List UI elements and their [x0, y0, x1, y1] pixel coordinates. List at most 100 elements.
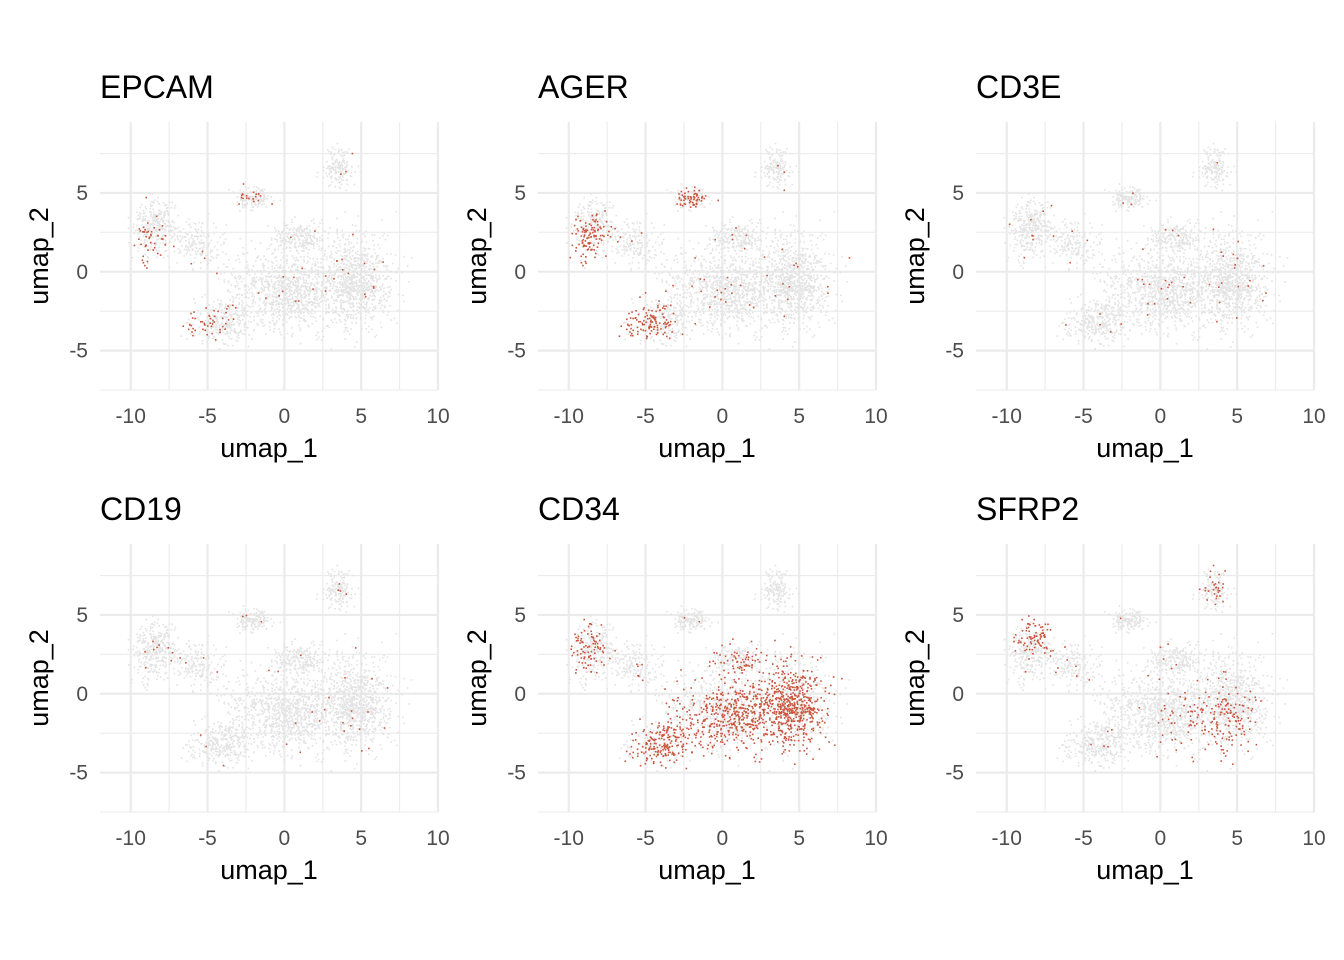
point-low	[796, 302, 799, 305]
point-low	[228, 335, 230, 338]
point-low	[268, 285, 270, 288]
point-low	[236, 340, 239, 342]
point-low	[270, 274, 273, 277]
point-low	[318, 302, 320, 305]
point-low	[142, 217, 144, 220]
point-low	[323, 267, 325, 270]
point-low	[620, 228, 623, 230]
point-low	[786, 249, 789, 251]
point-low	[240, 193, 242, 195]
point-expressing	[242, 197, 244, 200]
point-low	[746, 232, 748, 234]
point-low	[252, 298, 255, 301]
point-low	[268, 295, 270, 298]
point-low	[346, 171, 348, 174]
point-expressing	[225, 322, 227, 325]
point-low	[221, 329, 224, 332]
point-expressing	[139, 230, 142, 232]
point-low	[241, 309, 243, 311]
point-low	[209, 309, 212, 311]
point-low	[339, 187, 342, 190]
point-low	[269, 329, 271, 331]
point-low	[220, 322, 223, 324]
point-low	[147, 245, 150, 247]
point-expressing	[148, 237, 150, 240]
point-low	[592, 213, 595, 216]
point-low	[290, 290, 293, 292]
point-low	[294, 284, 297, 286]
point-low	[259, 308, 262, 311]
point-low	[259, 202, 262, 204]
point-low	[341, 307, 343, 310]
point-low	[248, 289, 250, 291]
point-low	[266, 248, 268, 250]
point-low	[305, 279, 308, 281]
point-low	[319, 271, 321, 273]
point-low	[608, 225, 610, 228]
point-low	[272, 283, 275, 286]
point-low	[651, 335, 653, 338]
point-low	[354, 295, 357, 298]
point-low	[298, 238, 301, 241]
point-low	[600, 238, 603, 240]
point-low	[380, 326, 383, 328]
point-low	[181, 245, 183, 247]
point-low	[227, 290, 229, 292]
point-low	[275, 260, 278, 263]
point-low	[305, 300, 307, 303]
point-low	[710, 301, 712, 303]
point-low	[796, 286, 798, 288]
point-low	[670, 301, 673, 303]
point-low	[263, 300, 265, 303]
point-low	[355, 267, 358, 269]
point-low	[374, 286, 377, 289]
point-low	[684, 314, 687, 317]
point-low	[624, 250, 627, 253]
point-low	[281, 241, 283, 244]
point-low	[161, 236, 164, 239]
point-low	[290, 242, 292, 244]
point-low	[328, 185, 330, 188]
point-low	[210, 317, 213, 320]
point-low	[310, 271, 313, 273]
point-low	[367, 258, 369, 260]
point-low	[777, 170, 779, 173]
point-low	[594, 224, 596, 226]
point-low	[382, 294, 385, 296]
point-low	[646, 321, 648, 323]
point-low	[805, 281, 808, 283]
point-low	[722, 276, 725, 278]
point-low	[207, 329, 209, 331]
point-low	[331, 245, 334, 247]
point-low	[565, 216, 568, 219]
point-low	[824, 252, 826, 255]
point-low	[647, 249, 650, 252]
point-low	[775, 165, 778, 168]
point-low	[269, 276, 271, 278]
point-low	[186, 338, 189, 341]
point-low	[778, 164, 780, 166]
point-low	[371, 234, 373, 236]
point-low	[152, 236, 154, 238]
point-low	[748, 282, 751, 284]
point-low	[347, 330, 349, 332]
point-low	[359, 312, 361, 314]
point-low	[360, 258, 362, 261]
point-low	[745, 301, 748, 304]
point-low	[309, 288, 311, 290]
point-low	[236, 313, 238, 316]
point-low	[713, 281, 715, 283]
point-low	[307, 243, 309, 245]
point-low	[315, 264, 317, 267]
point-low	[369, 274, 372, 276]
point-low	[762, 290, 765, 292]
point-low	[151, 201, 154, 203]
point-low	[346, 279, 348, 282]
point-low	[155, 234, 157, 237]
point-low	[279, 240, 282, 242]
point-low	[252, 299, 254, 302]
point-low	[348, 301, 351, 304]
point-low	[709, 301, 711, 304]
point-low	[298, 303, 300, 306]
point-low	[350, 264, 353, 267]
